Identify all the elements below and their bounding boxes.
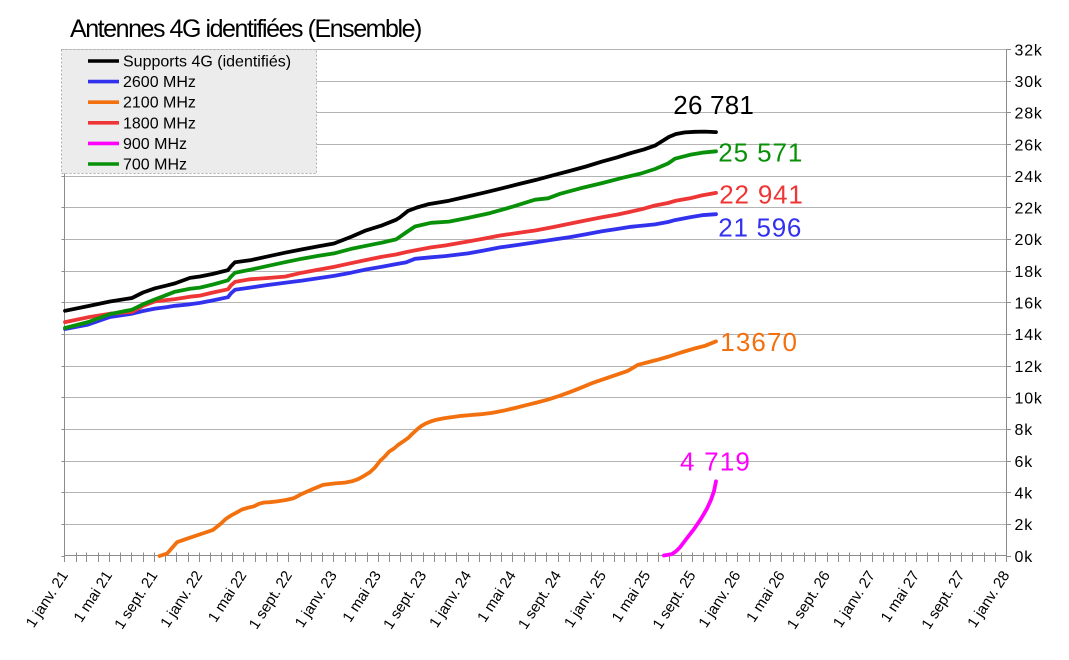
svg-text:14k: 14k (1015, 327, 1043, 344)
svg-text:26 781: 26 781 (673, 90, 754, 120)
svg-text:12k: 12k (1015, 359, 1043, 376)
svg-text:2100 MHz: 2100 MHz (123, 95, 196, 112)
svg-text:13670: 13670 (720, 327, 798, 357)
svg-text:4 719: 4 719 (680, 447, 751, 477)
svg-text:28k: 28k (1015, 106, 1043, 123)
svg-text:32k: 32k (1015, 42, 1043, 59)
svg-text:22 941: 22 941 (719, 180, 803, 210)
svg-text:30k: 30k (1015, 74, 1043, 91)
svg-text:25 571: 25 571 (718, 138, 803, 168)
svg-text:900 MHz: 900 MHz (123, 136, 187, 153)
svg-text:2k: 2k (1015, 517, 1034, 534)
svg-text:700 MHz: 700 MHz (123, 157, 187, 174)
svg-text:18k: 18k (1015, 264, 1043, 281)
svg-text:24k: 24k (1015, 169, 1043, 186)
svg-text:1800 MHz: 1800 MHz (123, 115, 196, 132)
svg-text:21 596: 21 596 (718, 213, 802, 243)
svg-text:26k: 26k (1015, 137, 1043, 154)
svg-text:8k: 8k (1015, 422, 1034, 439)
svg-text:22k: 22k (1015, 201, 1043, 218)
svg-text:20k: 20k (1015, 232, 1043, 249)
svg-text:4k: 4k (1015, 486, 1034, 503)
svg-text:10k: 10k (1015, 391, 1043, 408)
svg-text:2600 MHz: 2600 MHz (123, 74, 196, 91)
svg-text:Antennes 4G identifiées (Ensem: Antennes 4G identifiées (Ensemble) (70, 15, 421, 43)
svg-text:0k: 0k (1015, 549, 1034, 566)
svg-text:6k: 6k (1015, 454, 1034, 471)
svg-text:Supports 4G (identifiés): Supports 4G (identifiés) (123, 54, 291, 71)
svg-text:16k: 16k (1015, 296, 1043, 313)
